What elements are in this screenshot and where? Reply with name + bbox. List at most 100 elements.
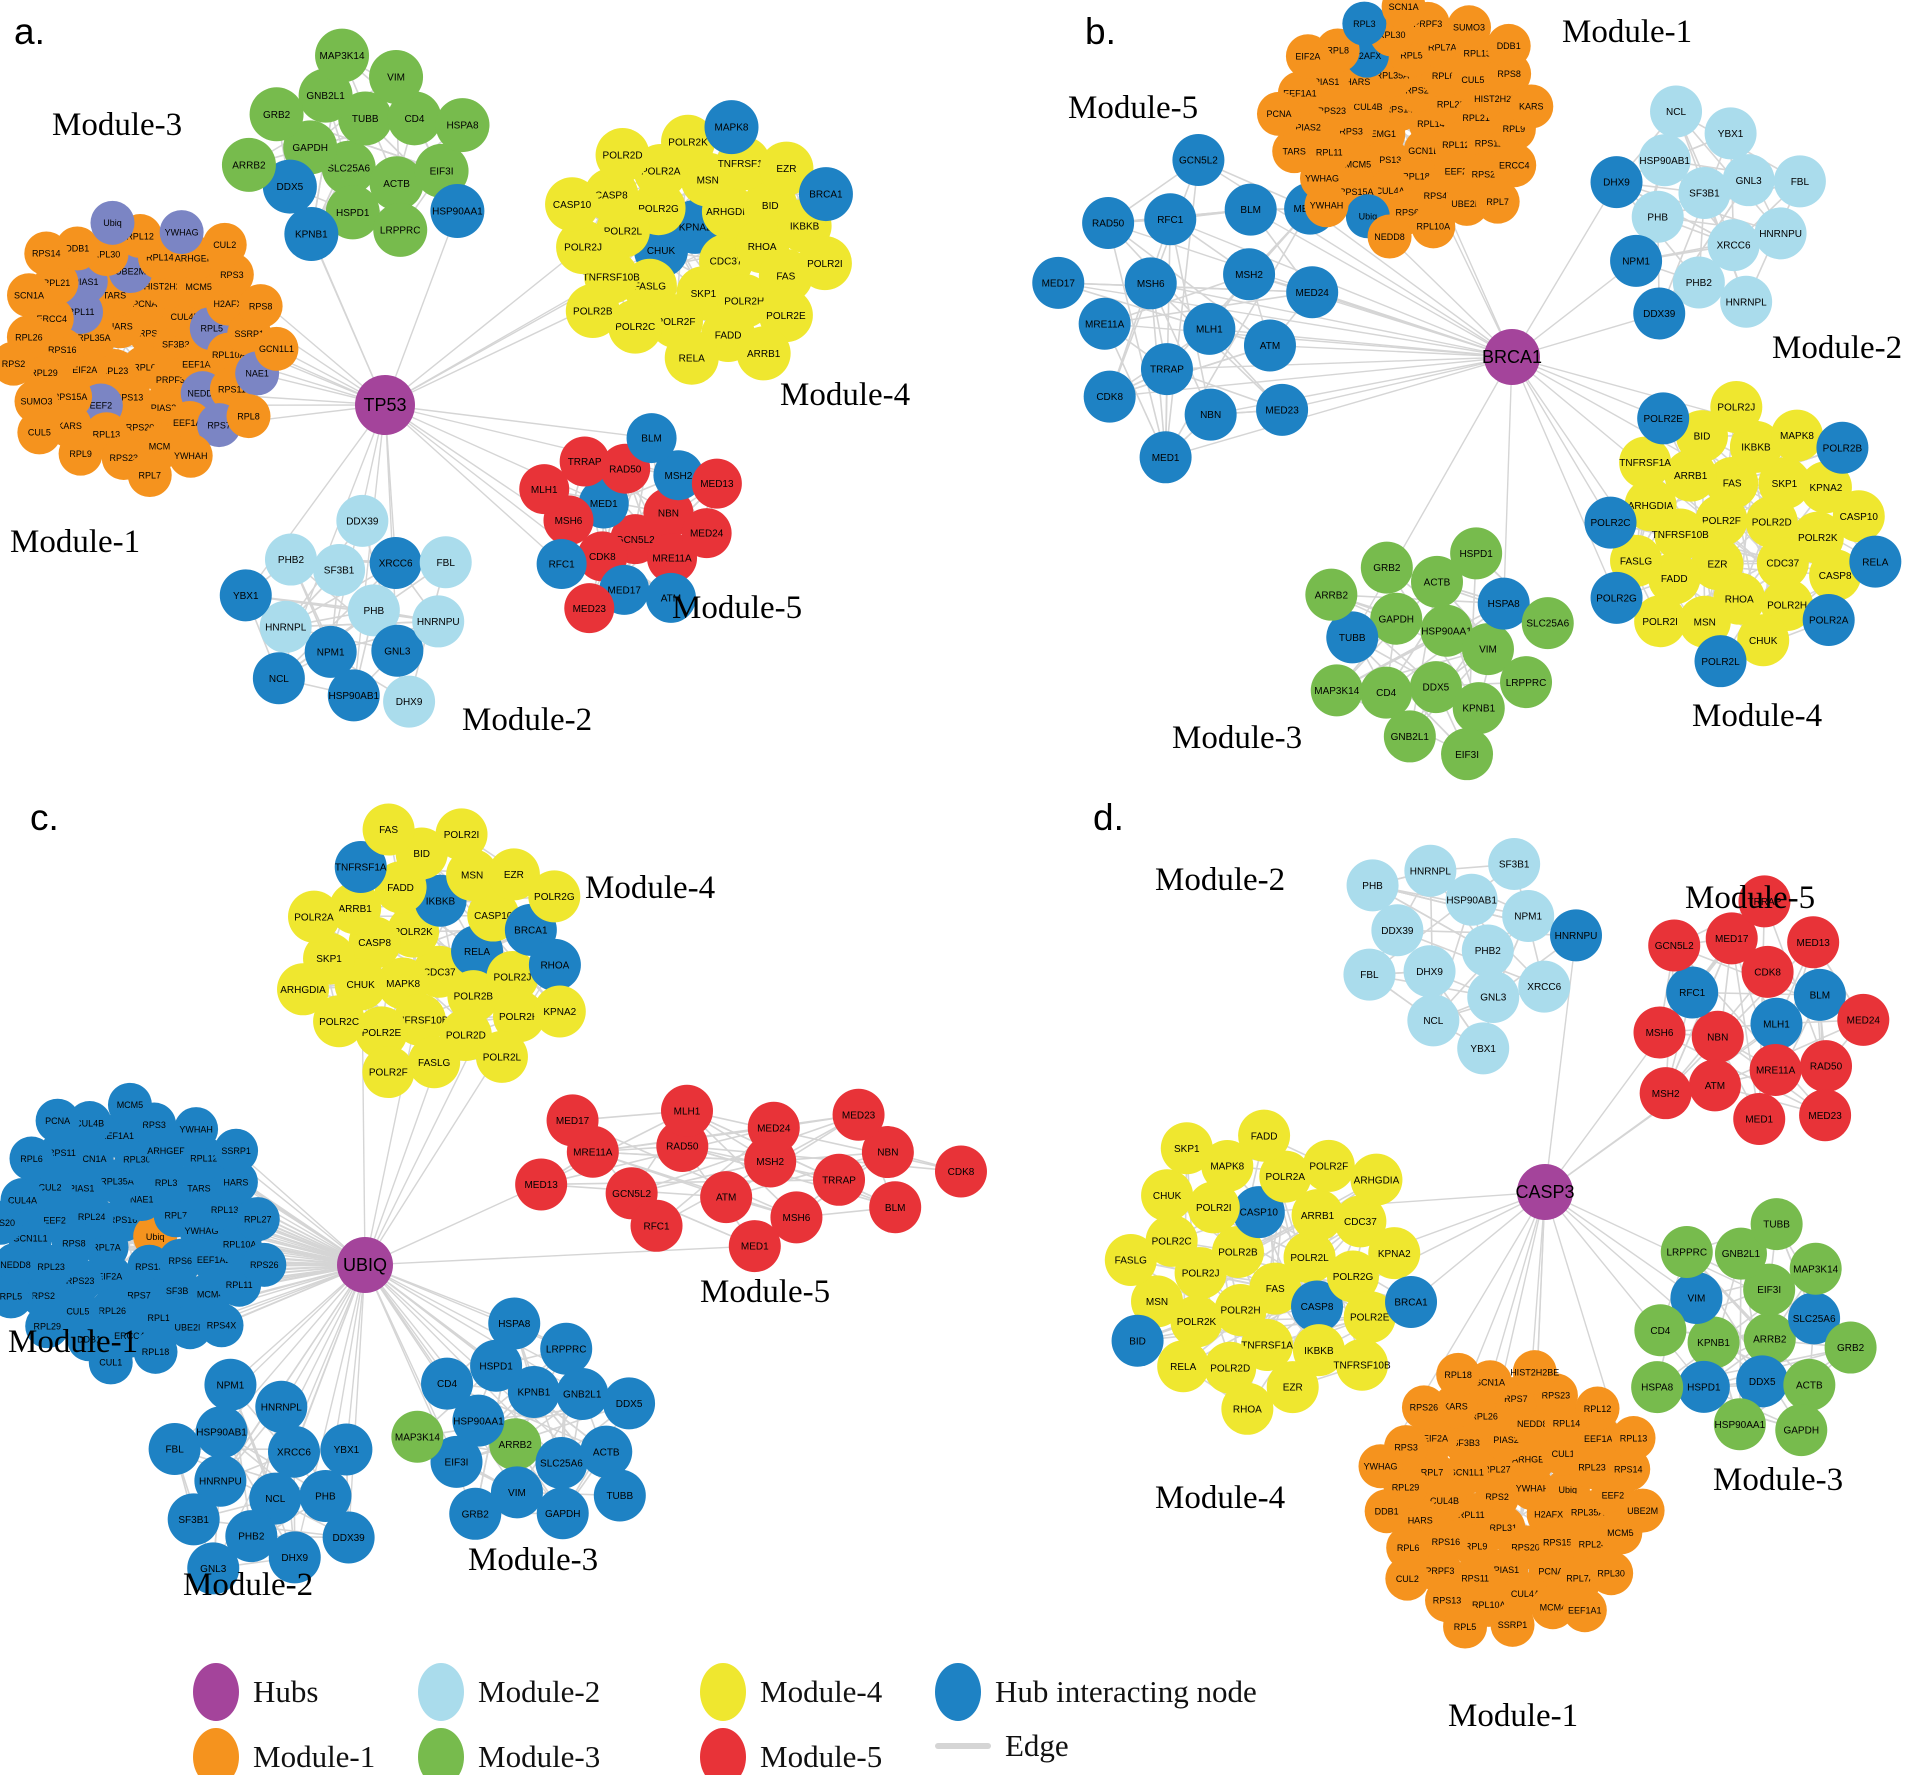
- protein-node-circle[interactable]: [1364, 1489, 1409, 1534]
- protein-node-circle[interactable]: [1722, 154, 1775, 207]
- protein-node-circle[interactable]: [1343, 1291, 1396, 1344]
- protein-node-circle[interactable]: [1799, 1089, 1852, 1142]
- node-HSP90AB1[interactable]: HSP90AB1: [1638, 134, 1691, 187]
- protein-node-circle[interactable]: [17, 410, 62, 455]
- protein-node-circle[interactable]: [1633, 287, 1686, 340]
- node-NPM1[interactable]: NPM1: [1610, 234, 1663, 287]
- protein-node-circle[interactable]: [1140, 343, 1193, 396]
- protein-node-circle[interactable]: [127, 453, 172, 498]
- node-DDX39[interactable]: DDX39: [336, 494, 389, 547]
- protein-node-circle[interactable]: [412, 595, 465, 648]
- node-HNRNPL[interactable]: HNRNPL: [255, 1380, 308, 1433]
- protein-node-circle[interactable]: [174, 1107, 219, 1152]
- protein-node-circle[interactable]: [284, 207, 339, 262]
- protein-node-circle[interactable]: [1082, 196, 1135, 249]
- node-EEF1A1[interactable]: EEF1A1: [1562, 1588, 1607, 1633]
- node-FAS[interactable]: FAS: [362, 803, 415, 856]
- node-EIF3I[interactable]: EIF3I: [1441, 728, 1494, 781]
- node-GRB2[interactable]: GRB2: [249, 87, 304, 142]
- node-SF3B1[interactable]: SF3B1: [167, 1493, 220, 1546]
- protein-node-circle[interactable]: [1750, 997, 1803, 1050]
- protein-node-circle[interactable]: [1411, 204, 1456, 249]
- protein-node-circle[interactable]: [25, 1304, 70, 1349]
- protein-node-circle[interactable]: [369, 49, 424, 104]
- protein-node-circle[interactable]: [1631, 190, 1684, 243]
- protein-node-circle[interactable]: [387, 91, 442, 146]
- node-NPM1[interactable]: NPM1: [204, 1358, 257, 1411]
- protein-node-circle[interactable]: [435, 808, 488, 861]
- protein-node-circle[interactable]: [1385, 1556, 1430, 1601]
- protein-node-circle[interactable]: [1291, 1189, 1344, 1242]
- node-MED1[interactable]: MED1: [1139, 431, 1192, 484]
- node-DDX39[interactable]: DDX39: [322, 1511, 375, 1564]
- protein-node-circle[interactable]: [528, 938, 581, 991]
- node-CD4[interactable]: CD4: [1360, 666, 1413, 719]
- protein-node-circle[interactable]: [168, 433, 213, 478]
- protein-node-circle[interactable]: [1589, 1551, 1634, 1596]
- protein-node-circle[interactable]: [1342, 1, 1387, 46]
- node-POLR2F[interactable]: POLR2F: [1302, 1139, 1355, 1192]
- node-RPL6[interactable]: RPL6: [9, 1136, 54, 1181]
- protein-node-circle[interactable]: [1310, 664, 1363, 717]
- node-NEDD8[interactable]: NEDD8: [1367, 214, 1412, 259]
- node-TUBB[interactable]: TUBB: [1750, 1198, 1803, 1251]
- protein-node-circle[interactable]: [1775, 1404, 1828, 1457]
- protein-node-circle[interactable]: [194, 1454, 247, 1507]
- protein-node-circle[interactable]: [452, 1394, 505, 1447]
- protein-node-circle[interactable]: [252, 652, 305, 705]
- protein-node-circle[interactable]: [1145, 1214, 1198, 1267]
- protein-node-circle[interactable]: [1678, 167, 1731, 220]
- protein-node-circle[interactable]: [1157, 1340, 1210, 1393]
- node-MED1[interactable]: MED1: [728, 1220, 781, 1273]
- node-MED13[interactable]: MED13: [1787, 916, 1840, 969]
- protein-node-circle[interactable]: [1305, 568, 1358, 621]
- node-KPNB1[interactable]: KPNB1: [1687, 1316, 1740, 1369]
- protein-node-circle[interactable]: [1758, 457, 1811, 510]
- protein-node-circle[interactable]: [159, 210, 204, 255]
- protein-node-circle[interactable]: [1849, 535, 1902, 588]
- node-TNFRSF1A[interactable]: TNFRSF1A: [1619, 436, 1671, 489]
- protein-node-circle[interactable]: [1770, 409, 1823, 462]
- protein-node-circle[interactable]: [313, 995, 366, 1048]
- node-GNL3[interactable]: GNL3: [1467, 971, 1520, 1024]
- protein-node-circle[interactable]: [9, 1136, 54, 1181]
- protein-node-circle[interactable]: [373, 202, 428, 257]
- protein-node-circle[interactable]: [449, 1487, 502, 1540]
- protein-node-circle[interactable]: [133, 1329, 178, 1374]
- protein-node-circle[interactable]: [1550, 909, 1603, 962]
- node-MAP3K14[interactable]: MAP3K14: [1310, 664, 1363, 717]
- node-GRB2[interactable]: GRB2: [1824, 1321, 1877, 1374]
- node-RPS26[interactable]: RPS26: [242, 1242, 287, 1287]
- protein-node-circle[interactable]: [533, 985, 586, 1038]
- protein-node-circle[interactable]: [1360, 541, 1413, 594]
- protein-node-circle[interactable]: [430, 1435, 483, 1488]
- node-GRB2[interactable]: GRB2: [449, 1487, 502, 1540]
- protein-node-circle[interactable]: [490, 1466, 543, 1519]
- protein-node-circle[interactable]: [1283, 1231, 1336, 1284]
- protein-node-circle[interactable]: [661, 114, 716, 169]
- node-BLM[interactable]: BLM: [626, 413, 677, 464]
- node-GNL3[interactable]: GNL3: [1722, 154, 1775, 207]
- protein-node-circle[interactable]: [0, 341, 36, 386]
- node-GCN5L2[interactable]: GCN5L2: [1172, 134, 1225, 187]
- protein-node-circle[interactable]: [204, 1358, 257, 1411]
- protein-node-circle[interactable]: [1447, 5, 1492, 50]
- protein-node-circle[interactable]: [167, 1493, 220, 1546]
- node-POLR2D[interactable]: POLR2D: [595, 128, 650, 183]
- protein-node-circle[interactable]: [1783, 1358, 1836, 1411]
- protein-node-circle[interactable]: [1584, 496, 1637, 549]
- protein-node-circle[interactable]: [1704, 107, 1757, 160]
- node-MLH1[interactable]: MLH1: [660, 1084, 713, 1137]
- protein-node-circle[interactable]: [1111, 1314, 1164, 1367]
- node-YWHAH[interactable]: YWHAH: [168, 433, 213, 478]
- protein-node-circle[interactable]: [1488, 838, 1541, 891]
- protein-node-circle[interactable]: [419, 536, 472, 589]
- node-YWHAG[interactable]: YWHAG: [1358, 1444, 1403, 1489]
- node-RHOA[interactable]: RHOA: [1221, 1382, 1274, 1435]
- node-HNRNPL[interactable]: HNRNPL: [1404, 844, 1457, 897]
- protein-node-circle[interactable]: [268, 1531, 321, 1584]
- protein-node-circle[interactable]: [1611, 1416, 1656, 1461]
- protein-node-circle[interactable]: [1620, 1488, 1665, 1533]
- node-RPL18[interactable]: RPL18: [1436, 1352, 1481, 1397]
- protein-node-circle[interactable]: [470, 1339, 523, 1392]
